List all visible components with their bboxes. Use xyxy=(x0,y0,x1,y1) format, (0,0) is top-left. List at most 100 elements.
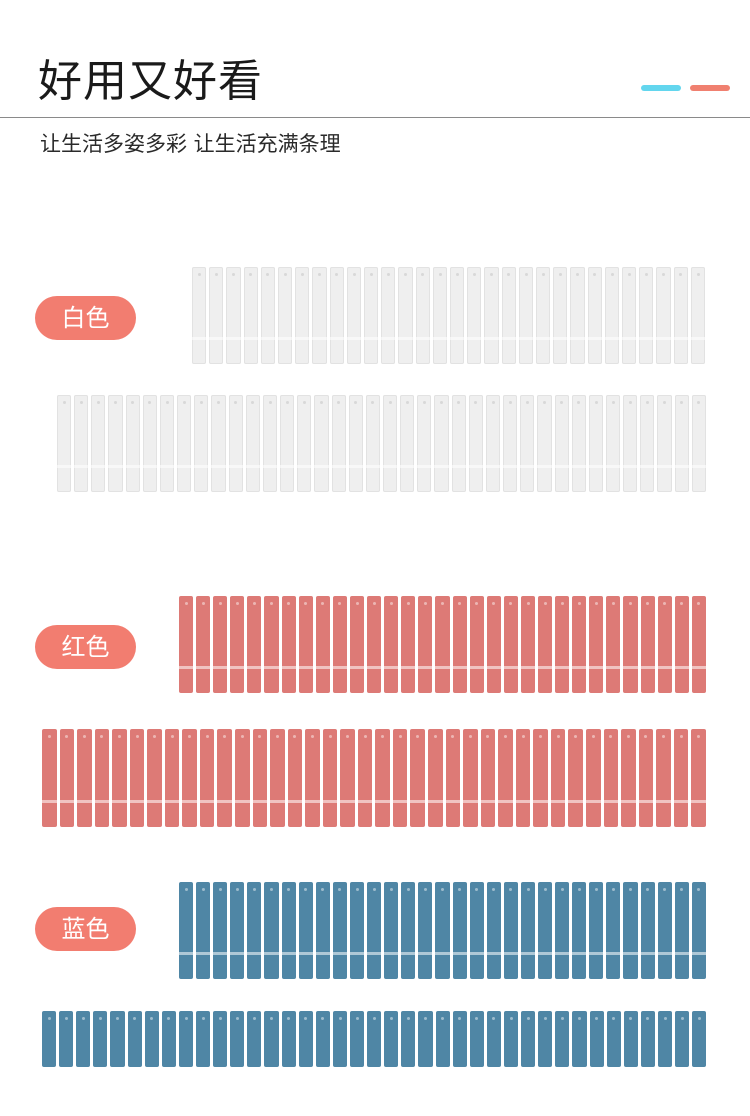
divider-fin xyxy=(252,729,268,827)
divider-fin xyxy=(621,729,636,827)
divider-fin xyxy=(298,596,313,693)
divider-fin xyxy=(691,596,706,693)
divider-fin xyxy=(297,395,312,492)
divider-fin xyxy=(418,882,433,979)
divider-fin xyxy=(503,596,518,693)
divider-fin xyxy=(331,395,346,492)
divider-fin xyxy=(570,267,585,364)
divider-fin xyxy=(367,596,382,693)
divider-fin xyxy=(432,267,448,364)
divider-fin xyxy=(587,267,602,364)
divider-fin xyxy=(550,729,566,827)
divider-fin xyxy=(484,267,499,364)
divider-fin xyxy=(382,395,398,492)
divider-fin xyxy=(571,395,586,492)
divider-fin xyxy=(264,596,279,693)
divider-fin xyxy=(520,882,535,979)
accent-bar-coral xyxy=(690,85,730,91)
divider-fin xyxy=(692,1011,707,1067)
divider-fin xyxy=(572,1011,587,1067)
divider-fin xyxy=(417,395,432,492)
divider-fin xyxy=(589,596,604,693)
divider-fin xyxy=(469,1011,484,1067)
divider-fin xyxy=(332,882,347,979)
divider-fin xyxy=(555,882,570,979)
divider-fin xyxy=(357,729,373,827)
divider-fin xyxy=(245,395,260,492)
divider-fin xyxy=(182,729,197,827)
divider-fin xyxy=(247,596,262,693)
divider-fin xyxy=(159,395,175,492)
divider-fin xyxy=(518,267,534,364)
divider-fin xyxy=(230,596,245,693)
divider-fin xyxy=(260,267,276,364)
divider-fin xyxy=(486,1011,501,1067)
divider-fin xyxy=(315,1011,330,1067)
divider-fin xyxy=(213,882,228,979)
divider-fin xyxy=(196,882,211,979)
page-title: 好用又好看 xyxy=(38,56,263,107)
divider-fin xyxy=(606,596,621,693)
divider-fin xyxy=(400,395,415,492)
divider-fin xyxy=(503,882,518,979)
divider-fin xyxy=(589,1011,604,1067)
divider-fin xyxy=(226,267,241,364)
divider-fin xyxy=(520,395,535,492)
divider-fin xyxy=(452,596,467,693)
divider-fin xyxy=(230,882,245,979)
divider-fin xyxy=(125,395,140,492)
divider-fin xyxy=(691,729,706,827)
divider-fin xyxy=(349,596,365,693)
divider-fin xyxy=(332,1011,347,1067)
divider-fin xyxy=(401,882,416,979)
divider-fin xyxy=(623,596,638,693)
divider-fin xyxy=(262,395,278,492)
divider-fin xyxy=(199,729,215,827)
divider-strip-white-short xyxy=(192,267,708,364)
divider-fin xyxy=(486,882,501,979)
divider-fin xyxy=(673,729,689,827)
divider-fin xyxy=(467,267,482,364)
divider-fin xyxy=(74,395,89,492)
divider-fin xyxy=(555,1011,570,1067)
divider-fin xyxy=(346,267,362,364)
divider-fin xyxy=(142,395,157,492)
divider-fin xyxy=(640,596,655,693)
divider-fin xyxy=(585,729,601,827)
divider-fin xyxy=(657,1011,673,1067)
divider-fin xyxy=(656,729,671,827)
divider-fin xyxy=(93,1011,108,1067)
divider-fin xyxy=(179,596,194,693)
divider-fin xyxy=(640,1011,655,1067)
divider-fin xyxy=(112,729,127,827)
divider-fin xyxy=(452,882,467,979)
divider-fin xyxy=(640,882,655,979)
divider-fin xyxy=(555,596,570,693)
divider-fin xyxy=(59,1011,74,1067)
divider-fin xyxy=(623,395,638,492)
divider-fin xyxy=(469,882,484,979)
divider-fin xyxy=(503,1011,519,1067)
divider-fin xyxy=(537,596,553,693)
divider-fin xyxy=(435,882,450,979)
divider-fin xyxy=(418,596,433,693)
divider-fin xyxy=(196,596,211,693)
divider-fin xyxy=(217,729,233,827)
divider-fin xyxy=(230,1011,245,1067)
divider-fin xyxy=(674,882,689,979)
divider-fin xyxy=(452,1011,467,1067)
divider-fin xyxy=(364,267,379,364)
divider-fin xyxy=(110,1011,125,1067)
divider-fin xyxy=(349,1011,365,1067)
divider-fin xyxy=(554,395,569,492)
divider-fin xyxy=(486,596,501,693)
divider-fin xyxy=(536,267,551,364)
divider-fin xyxy=(401,1011,416,1067)
accent-bar-cyan xyxy=(641,85,681,91)
divider-fin xyxy=(384,882,399,979)
divider-fin xyxy=(314,395,329,492)
divider-fin xyxy=(657,882,672,979)
divider-fin xyxy=(91,395,106,492)
color-label-blue: 蓝色 xyxy=(35,907,136,951)
divider-fin xyxy=(639,267,654,364)
